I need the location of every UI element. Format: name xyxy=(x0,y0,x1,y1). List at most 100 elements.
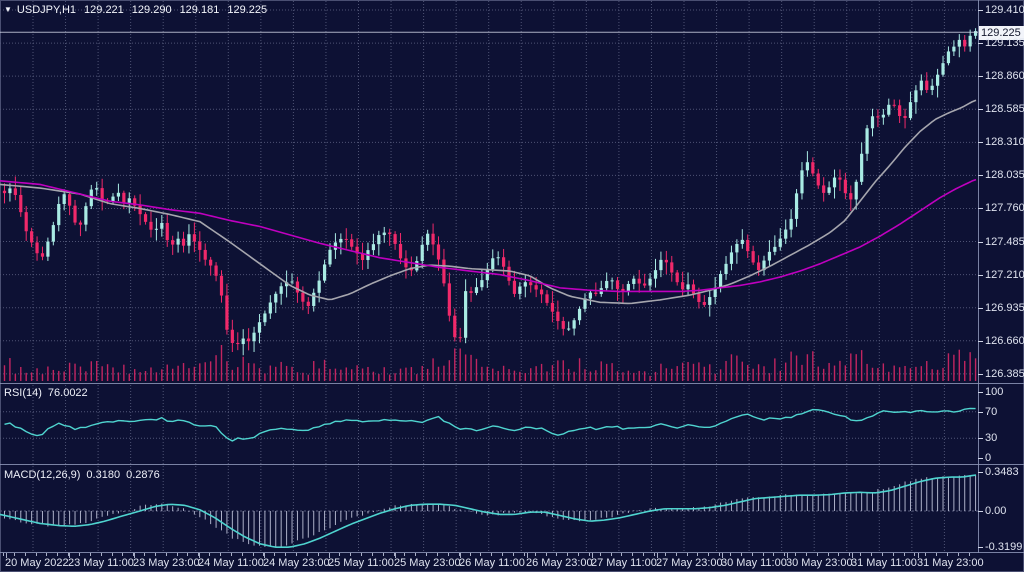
time-axis-tick xyxy=(382,553,384,556)
time-axis-tick xyxy=(274,553,276,556)
time-axis-tick xyxy=(46,553,48,556)
macd-label: MACD(12,26,9) 0.3180 0.2876 xyxy=(4,469,166,482)
time-axis-tick xyxy=(371,553,373,556)
time-axis-tick xyxy=(317,553,319,556)
time-axis-tick xyxy=(176,553,178,556)
price-axis-tick xyxy=(978,142,983,144)
time-axis-label: 26 May 23:00 xyxy=(526,557,593,569)
time-axis-tick-major xyxy=(68,553,70,558)
time-axis-tick xyxy=(122,553,124,556)
macd-axis-label: -0.3199 xyxy=(985,541,1023,554)
time-axis-tick xyxy=(111,553,113,556)
time-axis-tick xyxy=(13,553,15,556)
rsi-axis-label: 100 xyxy=(985,386,1004,398)
time-axis-label: 23 May 23:00 xyxy=(133,557,200,569)
time-axis-tick xyxy=(404,553,406,556)
time-axis-tick xyxy=(936,553,938,556)
time-axis-tick xyxy=(78,553,80,556)
time-axis-tick xyxy=(849,553,851,556)
price-axis-label: 129.410 xyxy=(985,4,1024,16)
price-chart-canvas[interactable] xyxy=(0,0,978,384)
rsi-axis-tick xyxy=(978,411,983,413)
rsi-axis-tick xyxy=(978,458,983,459)
time-axis-tick xyxy=(545,553,547,556)
time-axis-tick xyxy=(556,553,558,556)
time-axis-tick xyxy=(350,553,352,556)
symbol-dropdown-icon[interactable]: ▼ xyxy=(4,5,12,14)
time-axis-tick xyxy=(643,553,645,556)
time-axis-tick xyxy=(393,553,395,556)
price-axis-label: 127.485 xyxy=(985,235,1024,248)
time-axis-tick xyxy=(675,553,677,556)
time-axis-tick xyxy=(903,553,905,556)
time-axis-tick xyxy=(957,553,959,556)
price-axis-tick xyxy=(978,373,983,375)
time-axis-tick-major xyxy=(851,553,853,558)
macd-axis-tick xyxy=(978,511,983,512)
price-axis-tick xyxy=(978,274,983,276)
time-axis-tick-major xyxy=(526,553,528,558)
pane-separator-rsi-macd[interactable] xyxy=(0,464,1024,465)
price-axis-label: 128.310 xyxy=(985,136,1024,149)
macd-indicator-canvas[interactable] xyxy=(0,465,978,553)
time-axis-tick xyxy=(154,553,156,556)
time-axis-tick xyxy=(708,553,710,556)
macd-signal-value: 0.2876 xyxy=(126,469,160,481)
time-axis-tick xyxy=(697,553,699,556)
price-axis-label: 127.760 xyxy=(985,202,1024,215)
time-axis-tick xyxy=(285,553,287,556)
time-axis-tick xyxy=(35,553,37,556)
time-axis-label: 25 May 11:00 xyxy=(328,557,394,569)
price-axis-label: 126.660 xyxy=(985,334,1024,347)
time-axis-tick xyxy=(187,553,189,556)
pane-separator-main-rsi[interactable] xyxy=(0,383,1024,384)
time-axis-tick xyxy=(100,553,102,556)
time-axis-tick xyxy=(415,553,417,556)
macd-axis-tick xyxy=(978,471,983,473)
time-axis-tick-major xyxy=(786,553,788,558)
time-axis-tick xyxy=(512,553,514,556)
time-axis-tick xyxy=(252,553,254,556)
time-axis-label: 24 May 11:00 xyxy=(198,557,264,569)
time-axis-tick xyxy=(914,553,916,556)
time-axis-tick xyxy=(664,553,666,556)
time-axis-label: 27 May 11:00 xyxy=(591,557,657,569)
price-axis-tick xyxy=(978,241,983,243)
time-axis-tick xyxy=(458,553,460,556)
rsi-axis-tick xyxy=(978,438,983,440)
price-axis-line xyxy=(978,0,979,553)
time-axis-tick xyxy=(795,553,797,556)
time-axis-tick xyxy=(165,553,167,556)
price-axis-label: 127.210 xyxy=(985,268,1024,281)
time-axis-tick xyxy=(773,553,775,556)
price-axis-tick xyxy=(978,175,983,177)
rsi-label: RSI(14) 76.0022 xyxy=(4,387,94,400)
time-axis-tick xyxy=(437,553,438,556)
macd-axis-label: 0.3483 xyxy=(985,465,1019,478)
time-axis-tick xyxy=(610,553,612,556)
pane-separator-macd-timeaxis xyxy=(0,552,1024,553)
ohlc-high: 129.290 xyxy=(131,4,172,16)
time-axis-tick xyxy=(632,553,634,556)
time-axis-tick xyxy=(567,553,569,556)
time-axis-tick xyxy=(534,553,536,556)
time-axis-tick xyxy=(588,553,590,556)
time-axis-tick-major xyxy=(591,553,593,558)
rsi-axis-label: 0 xyxy=(985,452,992,464)
time-axis-tick-major xyxy=(133,553,135,558)
rsi-axis-tick xyxy=(978,392,983,393)
rsi-axis-label: 30 xyxy=(985,432,998,445)
time-axis-tick-major xyxy=(263,553,265,558)
time-axis-tick xyxy=(24,553,26,556)
price-axis-label: 126.385 xyxy=(985,367,1024,380)
time-axis-label: 25 May 23:00 xyxy=(394,557,461,569)
time-axis-tick xyxy=(361,553,363,556)
time-axis-tick xyxy=(871,553,872,556)
time-axis-tick xyxy=(719,553,721,556)
price-axis-label: 128.860 xyxy=(985,70,1024,83)
ohlc-open: 129.221 xyxy=(84,4,124,16)
rsi-value: 76.0022 xyxy=(47,387,88,399)
time-axis-label: 31 May 11:00 xyxy=(851,557,917,569)
rsi-indicator-canvas[interactable] xyxy=(0,384,978,465)
time-axis-label: 31 May 23:00 xyxy=(917,557,984,569)
